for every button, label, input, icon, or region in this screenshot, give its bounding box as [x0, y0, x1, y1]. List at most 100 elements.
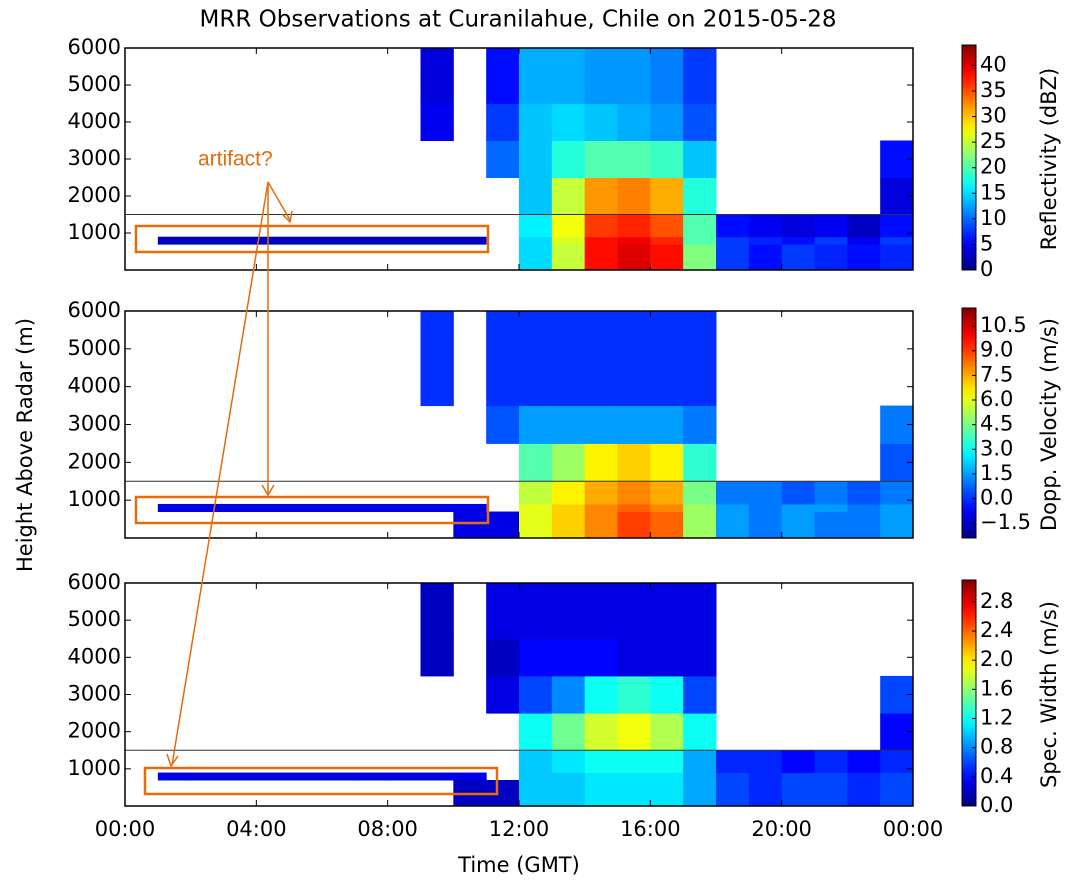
- heatmap-cell: [453, 503, 487, 513]
- colorbar-tick-label: 2.0: [980, 647, 1013, 671]
- heatmap-cell: [814, 750, 848, 774]
- heatmap-cell: [716, 503, 750, 513]
- heatmap-cell: [584, 103, 618, 141]
- heatmap-cell: [716, 214, 750, 238]
- heatmap-cell: [322, 503, 356, 513]
- x-tick-label: 20:00: [751, 817, 812, 841]
- heatmap-cell: [486, 675, 520, 714]
- y-tick-label: 5000: [68, 72, 121, 96]
- colorbar-tick-label: 2.8: [980, 589, 1013, 613]
- colorbar: [961, 44, 977, 271]
- y-tick-label: 6000: [68, 570, 121, 594]
- heatmap-cell: [420, 103, 454, 141]
- heatmap-cell: [814, 481, 848, 505]
- y-tick-label: 5000: [68, 336, 121, 360]
- heatmap-cell: [617, 779, 651, 807]
- heatmap-cell: [617, 638, 651, 677]
- heatmap-cell: [617, 750, 651, 774]
- heatmap-cell: [617, 367, 651, 407]
- heatmap-cell: [847, 772, 881, 781]
- heatmap-cell: [880, 236, 914, 245]
- annotation-box: [134, 224, 490, 254]
- heatmap-cell: [650, 244, 684, 271]
- heatmap-cell: [322, 236, 356, 245]
- heatmap-cell: [617, 236, 651, 245]
- heatmap-cell: [354, 772, 389, 781]
- y-tick-label: 6000: [68, 35, 121, 59]
- heatmap-cell: [716, 481, 750, 505]
- heatmap-cell: [650, 779, 684, 807]
- heatmap-cell: [157, 503, 192, 513]
- colorbar-tick-label: 20: [980, 155, 1007, 179]
- heatmap-cell: [650, 367, 684, 407]
- heatmap-cell: [584, 779, 618, 807]
- heatmap-cell: [650, 140, 684, 178]
- heatmap-cell: [748, 236, 783, 245]
- heatmap-cell: [781, 503, 815, 513]
- heatmap-cell: [223, 503, 257, 513]
- heatmap-cell: [584, 443, 618, 482]
- heatmap-cell: [519, 48, 553, 104]
- heatmap-cell: [453, 511, 487, 539]
- heatmap-cell: [584, 713, 618, 751]
- heatmap-cell: [584, 214, 618, 238]
- heatmap-cell: [157, 236, 192, 245]
- heatmap-cell: [519, 236, 553, 245]
- heatmap-cell: [650, 405, 684, 444]
- heatmap-cell: [551, 177, 586, 215]
- y-tick-label: 1000: [68, 487, 121, 511]
- heatmap-cell: [650, 503, 684, 513]
- heatmap-cell: [650, 638, 684, 677]
- heatmap-cell: [387, 503, 421, 513]
- heatmap-cell: [551, 311, 586, 369]
- heatmap-cell: [157, 772, 192, 781]
- heatmap-cell: [584, 638, 618, 677]
- heatmap-cell: [847, 236, 881, 245]
- heatmap-cell: [847, 214, 881, 238]
- heatmap-cell: [650, 48, 684, 104]
- heatmap-cell: [617, 244, 651, 271]
- colorbar-tick-label: 0.0: [980, 793, 1013, 817]
- heatmap-cell: [814, 214, 848, 238]
- heatmap-cell: [781, 750, 815, 774]
- y-tick-label: 6000: [68, 298, 121, 322]
- y-tick-label: 3000: [68, 412, 121, 436]
- heatmap-cell: [289, 503, 323, 513]
- heatmap-cell: [748, 779, 783, 807]
- colorbar-tick-label: 4.5: [980, 412, 1013, 436]
- heatmap-cell: [519, 103, 553, 141]
- heatmap-cell: [387, 236, 421, 245]
- colorbar: [961, 579, 977, 807]
- heatmap-cell: [650, 443, 684, 482]
- heatmap-cell: [650, 750, 684, 774]
- heatmap-cell: [880, 772, 914, 781]
- heatmap-cell: [519, 177, 553, 215]
- heatmap-cell: [551, 140, 586, 178]
- heatmap-cell: [683, 583, 717, 640]
- heatmap-cell: [880, 511, 914, 539]
- heatmap-cell: [519, 511, 553, 539]
- heatmap-cell: [519, 214, 553, 238]
- colorbar-tick-label: 40: [980, 52, 1007, 76]
- heatmap-cell: [584, 675, 618, 714]
- heatmap-cell: [847, 779, 881, 807]
- heatmap-cell: [519, 772, 553, 781]
- heatmap-cell: [880, 503, 914, 513]
- heatmap-cell: [519, 311, 553, 369]
- y-axis-label: Height Above Radar (m): [13, 318, 37, 572]
- heatmap-cell: [650, 103, 684, 141]
- heatmap-cell: [519, 443, 553, 482]
- heatmap-cell: [551, 638, 586, 677]
- colorbar-label: Dopp. Velocity (m/s): [1037, 318, 1061, 531]
- heatmap-cell: [617, 140, 651, 178]
- heatmap-cell: [814, 779, 848, 807]
- colorbar-tick-label: 0.8: [980, 735, 1013, 759]
- heatmap-cell: [781, 244, 815, 271]
- heatmap-cell: [748, 481, 783, 505]
- colorbar-tick-label: 10: [980, 206, 1007, 230]
- heatmap-cell: [584, 772, 618, 781]
- x-tick-label: 12:00: [489, 817, 550, 841]
- heatmap-cell: [420, 503, 454, 513]
- heatmap-cell: [617, 311, 651, 369]
- heatmap-cell: [519, 367, 553, 407]
